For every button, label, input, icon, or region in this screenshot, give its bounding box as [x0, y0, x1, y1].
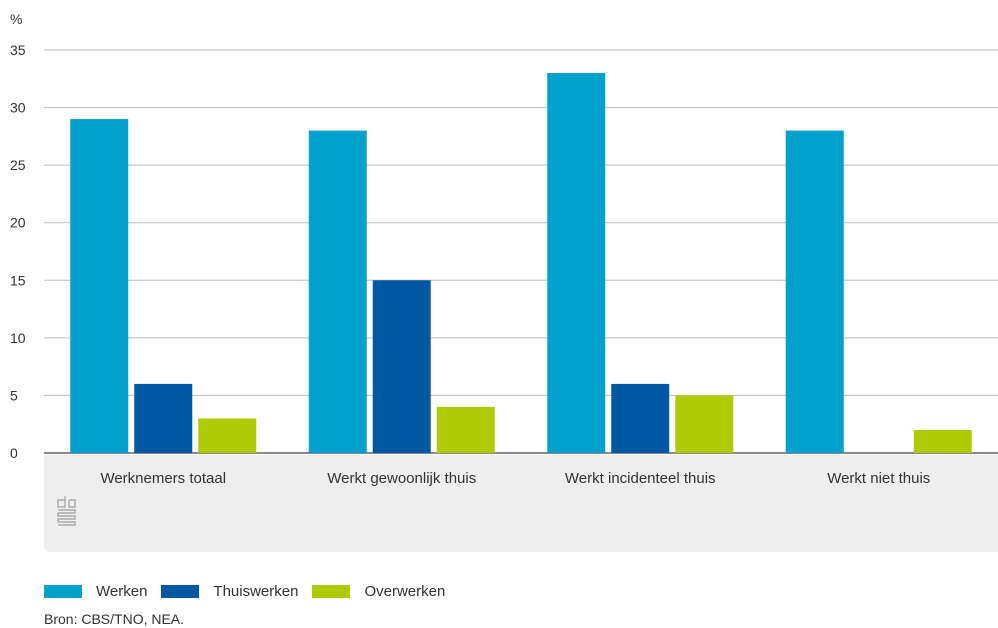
bar-overwerken — [675, 395, 734, 453]
legend-swatch — [44, 585, 82, 598]
legend: Werken Thuiswerken Overwerken — [44, 583, 459, 600]
legend-swatch — [161, 585, 200, 598]
y-tick-label: 5 — [10, 387, 18, 403]
category-band — [44, 455, 998, 552]
y-tick-label: 35 — [10, 42, 26, 58]
bar-overwerken — [198, 418, 257, 453]
y-tick-label: 15 — [10, 272, 26, 288]
x-axis-labels: Werknemers totaal Werkt gewoonlijk thuis W… — [100, 470, 930, 487]
bar-overwerken — [436, 406, 495, 453]
y-tick-label: 25 — [10, 157, 26, 173]
legend-item: Thuiswerken — [161, 583, 298, 600]
bars — [70, 73, 972, 454]
legend-label: Thuiswerken — [213, 583, 299, 600]
legend-label: Werken — [96, 583, 148, 600]
x-category-label: Werkt incidenteel thuis — [565, 470, 716, 487]
y-tick-label: 30 — [10, 100, 26, 116]
legend-swatch — [312, 585, 351, 598]
cbs-logo-icon — [57, 496, 76, 526]
y-axis-unit-label: % — [10, 11, 22, 27]
bar-werken — [785, 130, 844, 453]
x-category-label: Werkt niet thuis — [827, 470, 930, 487]
bar-werken — [547, 73, 606, 454]
y-tick-label: 0 — [10, 445, 18, 461]
bar-werken — [70, 119, 129, 453]
category-band-background — [44, 455, 998, 552]
x-category-label: Werkt gewoonlijk thuis — [327, 470, 476, 487]
legend-label: Overwerken — [364, 583, 446, 600]
legend-item: Werken — [44, 583, 147, 600]
bar-thuiswerken — [372, 280, 431, 453]
y-tick-label: 10 — [10, 330, 26, 346]
bar-thuiswerken — [134, 383, 193, 453]
bar-overwerken — [913, 429, 972, 453]
y-tick-label: 20 — [10, 215, 26, 231]
bar-thuiswerken — [611, 383, 670, 453]
legend-item: Overwerken — [312, 583, 445, 600]
x-category-label: Werknemers totaal — [100, 470, 226, 487]
source-note: Bron: CBS/TNO, NEA. — [44, 611, 185, 627]
bar-werken — [308, 130, 367, 453]
y-axis-ticks: 0 5 10 15 20 25 30 35 — [10, 42, 26, 461]
